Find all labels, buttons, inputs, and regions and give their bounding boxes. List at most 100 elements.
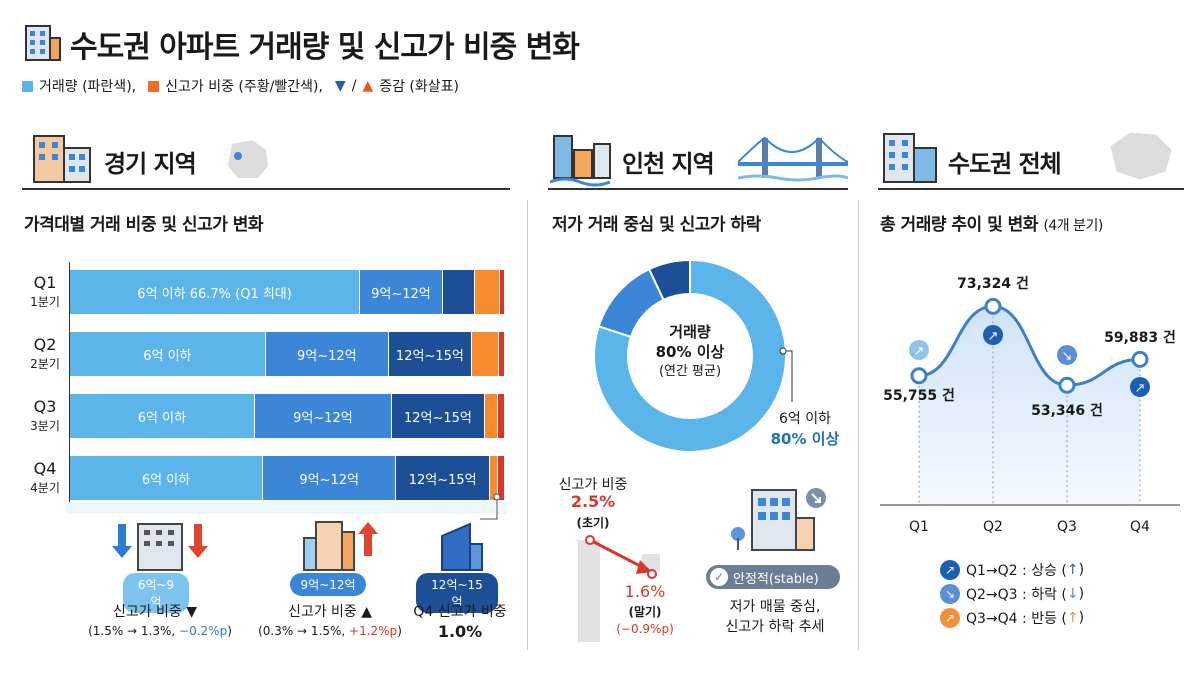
connector-line bbox=[480, 493, 501, 520]
building-icon bbox=[25, 25, 61, 61]
x-tick-label: Q2 bbox=[983, 519, 1003, 535]
bar-segment bbox=[442, 270, 476, 314]
trend-legend-item: ↗ Q1→Q2 : 상승 (↑) bbox=[940, 558, 1084, 582]
bar-segment: 9억~12억 bbox=[265, 332, 389, 376]
trend-arrow-icon: ↗ bbox=[940, 560, 960, 580]
donut-label: 6억 이하 bbox=[779, 411, 831, 427]
bar-segment bbox=[471, 332, 499, 376]
data-label: 73,324 건 bbox=[957, 275, 1029, 292]
label-6-9: 신고가 비중 ▼ bbox=[112, 604, 198, 620]
x-tick-label: Q3 bbox=[1057, 519, 1077, 535]
start-bar bbox=[578, 540, 600, 642]
bar-segment: 9억~12억 bbox=[360, 270, 443, 314]
city-icon bbox=[550, 135, 611, 187]
building-icon bbox=[33, 135, 91, 183]
quarter-label: Q2 bbox=[33, 335, 57, 354]
gyeonggi-map-icon bbox=[228, 140, 268, 178]
trend-arrow: ↑ bbox=[1066, 562, 1079, 578]
trend-arrow-glyph: ↗ bbox=[988, 329, 999, 344]
quarter-sublabel: 3분기 bbox=[30, 418, 60, 433]
high-ratio-drop-chart bbox=[578, 535, 660, 642]
label-9-12: 신고가 비중 ▲ bbox=[287, 604, 373, 620]
pill-9-12: 9억~12억 bbox=[290, 573, 366, 596]
trend-text: Q1→Q2 : 상승 ( bbox=[966, 563, 1067, 579]
x-tick-label: Q1 bbox=[909, 519, 929, 535]
divider bbox=[548, 188, 848, 190]
bar-segment: 9억~12억 bbox=[263, 456, 397, 500]
bar-segment bbox=[499, 270, 505, 314]
divider bbox=[878, 188, 1184, 190]
start-label: (초기) bbox=[576, 516, 610, 530]
drop-arrow bbox=[589, 538, 649, 572]
stacked-bar: 6억 이하 9억~12억 12억~15억 bbox=[70, 394, 505, 438]
quarter-sublabel: 4분기 bbox=[30, 480, 60, 495]
stacked-bar: 6억 이하 9억~12억 12억~15억 bbox=[70, 456, 505, 500]
stacked-bar: 6억 이하 66.7% (Q1 최대) 9억~12억 bbox=[70, 270, 505, 314]
section-divider bbox=[858, 200, 859, 650]
trend-arrow-icon: ↗ bbox=[940, 608, 960, 628]
stacked-bar: 6억 이하 9억~12억 12억~15억 bbox=[70, 332, 505, 376]
page-title: 수도권 아파트 거래량 및 신고가 비중 변화 bbox=[70, 30, 580, 65]
tower-icon bbox=[441, 522, 483, 571]
axis-line bbox=[69, 262, 70, 512]
capital-subtitle: 총 거래량 추이 및 변화 (4개 분기) bbox=[880, 215, 1103, 235]
detail-9-12: (0.3% → 1.5%, +1.2%p) bbox=[258, 624, 402, 638]
triangle-up-icon: ▲ bbox=[362, 78, 374, 94]
seoul-map-icon bbox=[1109, 131, 1173, 181]
line-chart: 55,755 건 73,324 건 53,346 건 59,883 건 Q1 Q2 Q3 Q4… bbox=[880, 275, 1180, 535]
row-label: Q1 1분기 bbox=[24, 274, 66, 309]
donut-chart bbox=[593, 258, 787, 453]
trend-arrow-icon bbox=[1130, 377, 1150, 397]
bar-segment: 12억~15억 bbox=[391, 394, 485, 438]
bar-segment bbox=[498, 332, 505, 376]
section-divider bbox=[527, 200, 528, 650]
start-value: 2.5% bbox=[570, 492, 616, 511]
donut-leader bbox=[779, 347, 793, 402]
donut-center: 거래량 80% 이상 (연간 평균) bbox=[630, 322, 750, 380]
triangle-down-icon: ▼ bbox=[334, 78, 346, 94]
trend-text: Q3→Q4 : 반등 ( bbox=[966, 611, 1067, 627]
row-label: Q2 2분기 bbox=[24, 336, 66, 371]
donut-center-value: 80% 이상 bbox=[655, 343, 725, 362]
data-label: 59,883 건 bbox=[1104, 329, 1176, 346]
stable-badge: ✓ 안정적(stable) bbox=[706, 565, 840, 589]
trend-arrow-glyph: ↗ bbox=[1135, 381, 1146, 396]
stable-badge-text: 안정적(stable) bbox=[733, 571, 819, 587]
bar-segment: 9억~12억 bbox=[254, 394, 392, 438]
note-line: 저가 매물 중심, bbox=[729, 599, 821, 615]
bar-segment: 6억 이하 66.7% (Q1 최대) bbox=[70, 270, 361, 314]
trend-text: Q2→Q3 : 하락 ( bbox=[966, 587, 1067, 603]
legend-sep: / bbox=[351, 78, 357, 94]
capital-heading: 수도권 전체 bbox=[948, 150, 1062, 178]
bar-segment: 12억~15억 bbox=[396, 456, 491, 500]
legend-change: 증감 (화살표) bbox=[379, 79, 459, 95]
value-q4-high: 1.0% bbox=[437, 622, 483, 641]
bar-segment bbox=[484, 394, 499, 438]
gyeonggi-subtitle: 가격대별 거래 비중 및 신고가 변화 bbox=[24, 215, 264, 235]
pill-12-15: 12억~15억 bbox=[416, 573, 498, 613]
quarter-label: Q4 bbox=[33, 459, 57, 478]
high-ratio-title: 신고가 비중 bbox=[558, 477, 628, 493]
donut-slice bbox=[647, 258, 691, 302]
trend-arrow-icon bbox=[909, 340, 929, 360]
stable-building-icon bbox=[731, 488, 826, 551]
detail-6-9: (1.5% → 1.3%, −0.2%p) bbox=[88, 624, 232, 638]
incheon-note: 저가 매물 중심, 신고가 하락 추세 bbox=[700, 598, 850, 637]
trend-arrow-icon bbox=[1057, 345, 1077, 365]
bar-segment bbox=[498, 394, 505, 438]
quarter-sublabel: 1분기 bbox=[30, 294, 60, 309]
data-point bbox=[984, 297, 1002, 315]
line-area bbox=[919, 306, 1140, 505]
check-icon: ✓ bbox=[710, 568, 728, 586]
trend-arrow-icon: ↘ bbox=[940, 584, 960, 604]
data-point bbox=[1058, 376, 1076, 394]
bar-segment bbox=[490, 456, 499, 500]
row-label: Q3 3분기 bbox=[24, 398, 66, 433]
data-point bbox=[1131, 350, 1149, 368]
end-value: 1.6% bbox=[624, 582, 666, 601]
donut-center-title: 거래량 bbox=[669, 323, 711, 341]
legend-volume: 거래량 (파란색), bbox=[39, 79, 137, 95]
label-q4-high: Q4 신고가 비중 bbox=[413, 604, 507, 620]
donut-center-note: (연간 평균) bbox=[658, 363, 722, 379]
pill-6-9: 6억~9억 bbox=[123, 573, 189, 613]
